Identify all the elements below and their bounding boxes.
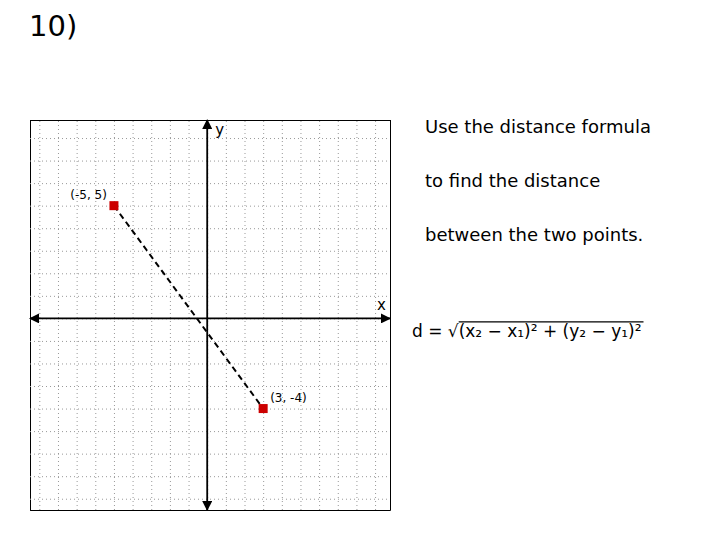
x-grid-line <box>95 120 96 510</box>
point <box>109 201 118 210</box>
x-grid-line <box>300 120 301 510</box>
y-grid-line <box>30 206 390 207</box>
y-tick <box>30 206 390 207</box>
x-tick <box>133 120 134 510</box>
y-tick <box>30 341 390 342</box>
x-tick <box>170 120 171 510</box>
x-tick <box>58 120 59 510</box>
x-grid-line <box>114 120 115 510</box>
y-grid-line <box>30 296 390 297</box>
x-tick <box>207 120 208 510</box>
x-grid-line <box>133 120 134 510</box>
y-grid-line <box>30 476 390 477</box>
x-tick <box>189 120 190 510</box>
x-axis-line <box>31 120 391 511</box>
instruction-line: to find the distance <box>425 170 600 191</box>
x-grid-line <box>77 120 78 510</box>
y-zero-axis <box>206 120 208 510</box>
y-tick <box>30 273 390 274</box>
x-grid-line <box>263 120 264 510</box>
y-grid-line <box>30 251 390 252</box>
y-grid-line <box>30 431 390 432</box>
y-grid-line <box>30 386 390 387</box>
y-grid-line <box>30 273 390 274</box>
x-tick <box>300 120 301 510</box>
y-grid-line <box>30 341 390 342</box>
y-grid-line <box>30 228 390 229</box>
x-grid-line <box>170 120 171 510</box>
x-grid-line <box>356 120 357 510</box>
y-tick <box>30 476 390 477</box>
x-axis-title: x <box>377 296 386 314</box>
y-grid-line <box>30 138 390 139</box>
x-grid-line <box>58 120 59 510</box>
x-tick <box>263 120 264 510</box>
point <box>259 404 268 413</box>
y-grid-line <box>30 318 390 319</box>
y-tick <box>30 363 390 364</box>
chart: 10) x y (-5, 5) (3, -4) Use the distance form… <box>0 0 720 540</box>
x-tick <box>375 120 376 510</box>
y-tick <box>30 161 390 162</box>
x-grid-line <box>375 120 376 510</box>
y-grid-line <box>30 409 390 410</box>
y-grid-line <box>30 454 390 455</box>
x-grid-line <box>189 120 190 510</box>
y-tick <box>30 318 390 319</box>
y-tick <box>30 138 390 139</box>
y-axis-line <box>31 121 391 511</box>
data-label: (-5, 5) <box>70 188 107 202</box>
formula: d = √(x₂ − x₁)² + (y₂ − y₁)² <box>412 321 642 341</box>
x-tick <box>95 120 96 510</box>
x-tick <box>77 120 78 510</box>
x-tick <box>114 120 115 510</box>
y-grid-line <box>30 363 390 364</box>
y-tick <box>30 499 390 500</box>
x-grid-line <box>226 120 227 510</box>
x-tick <box>319 120 320 510</box>
x-tick <box>356 120 357 510</box>
y-tick <box>30 251 390 252</box>
x-tick <box>282 120 283 510</box>
y-grid-line <box>30 499 390 500</box>
instruction-line: between the two points. <box>425 224 643 245</box>
title: 10) <box>29 9 77 43</box>
y-grid-line <box>30 161 390 162</box>
x-tick <box>338 120 339 510</box>
x-grid-line <box>319 120 320 510</box>
x-tick <box>151 120 152 510</box>
y-tick <box>30 454 390 455</box>
instruction-line: Use the distance formula <box>425 116 651 137</box>
x-grid-line <box>39 120 40 510</box>
x-tick <box>245 120 246 510</box>
marks <box>109 201 267 413</box>
x-zero-axis <box>30 317 390 319</box>
y-grid-line <box>30 183 390 184</box>
data-label: (3, -4) <box>270 391 307 405</box>
y-tick <box>30 386 390 387</box>
y-tick <box>30 228 390 229</box>
x-grid-line <box>245 120 246 510</box>
x-grid-line <box>282 120 283 510</box>
radical-bar <box>459 321 644 322</box>
y-tick <box>30 183 390 184</box>
x-grid-line <box>151 120 152 510</box>
x-axis <box>31 120 391 511</box>
x-tick <box>39 120 40 510</box>
connecting-line <box>114 206 263 409</box>
x-grid-line <box>338 120 339 510</box>
y-tick <box>30 431 390 432</box>
y-axis <box>30 121 390 511</box>
y-tick <box>30 296 390 297</box>
x-grid-line <box>207 120 208 510</box>
y-axis-title: y <box>215 121 224 139</box>
x-tick <box>226 120 227 510</box>
y-tick <box>30 409 390 410</box>
